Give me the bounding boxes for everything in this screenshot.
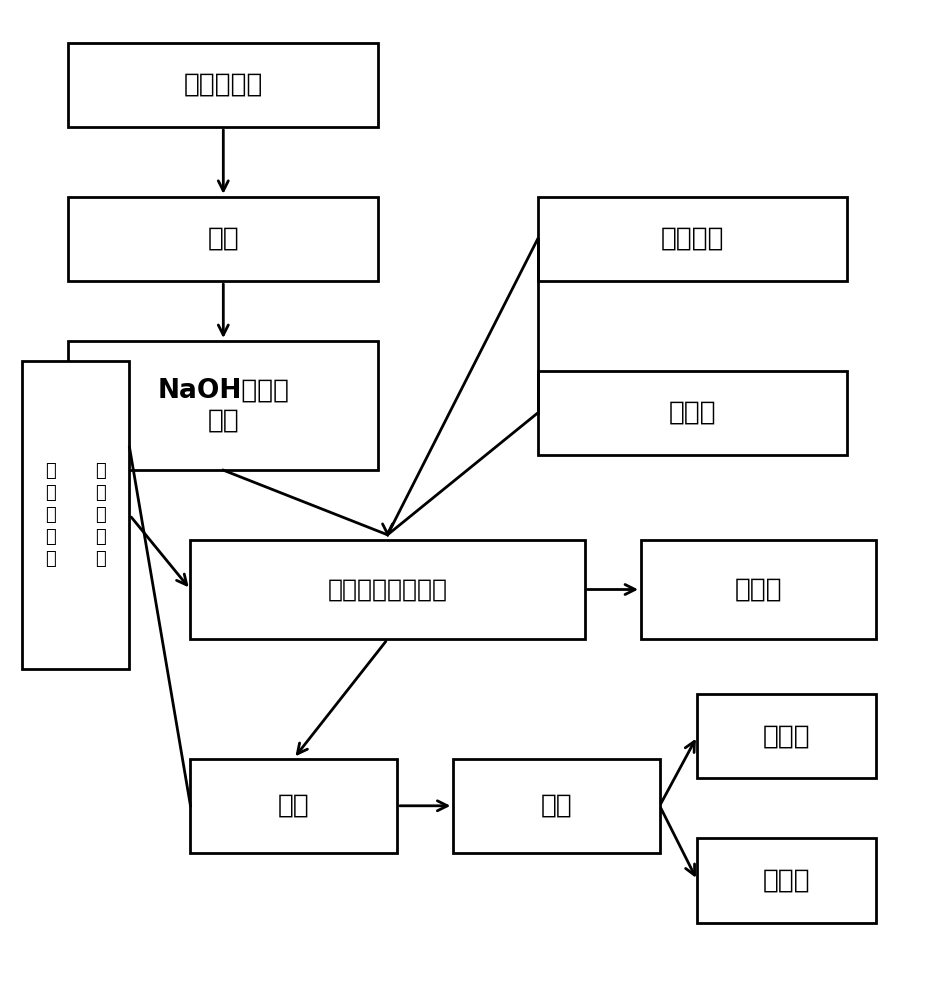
Text: 揉搓: 揉搓	[208, 226, 239, 252]
FancyBboxPatch shape	[538, 371, 848, 455]
FancyBboxPatch shape	[191, 540, 584, 639]
FancyBboxPatch shape	[191, 759, 396, 853]
FancyBboxPatch shape	[69, 197, 379, 281]
Text: 热解气: 热解气	[763, 723, 810, 749]
Text: 联合固态发酵系统: 联合固态发酵系统	[328, 578, 447, 601]
FancyBboxPatch shape	[453, 759, 660, 853]
FancyBboxPatch shape	[22, 361, 129, 669]
Text: 热解: 热解	[541, 793, 572, 819]
Text: 接种物: 接种物	[668, 400, 716, 426]
Text: 活性碳: 活性碳	[763, 867, 810, 893]
Text: 生物气: 生物气	[734, 576, 782, 602]
FancyBboxPatch shape	[698, 838, 875, 923]
Text: 用
作
接
种
物: 用 作 接 种 物	[45, 462, 56, 568]
Text: 沼渣: 沼渣	[278, 793, 310, 819]
FancyBboxPatch shape	[641, 540, 875, 639]
FancyBboxPatch shape	[698, 694, 875, 778]
Text: 农作物秸秆: 农作物秸秆	[184, 72, 263, 98]
FancyBboxPatch shape	[69, 43, 379, 127]
Text: NaOH固态预
处理: NaOH固态预 处理	[158, 378, 289, 434]
FancyBboxPatch shape	[538, 197, 848, 281]
FancyBboxPatch shape	[69, 341, 379, 470]
Text: 畜禽粪便: 畜禽粪便	[661, 226, 724, 252]
Text: 部
分
沼
渣
回: 部 分 沼 渣 回	[95, 462, 106, 568]
